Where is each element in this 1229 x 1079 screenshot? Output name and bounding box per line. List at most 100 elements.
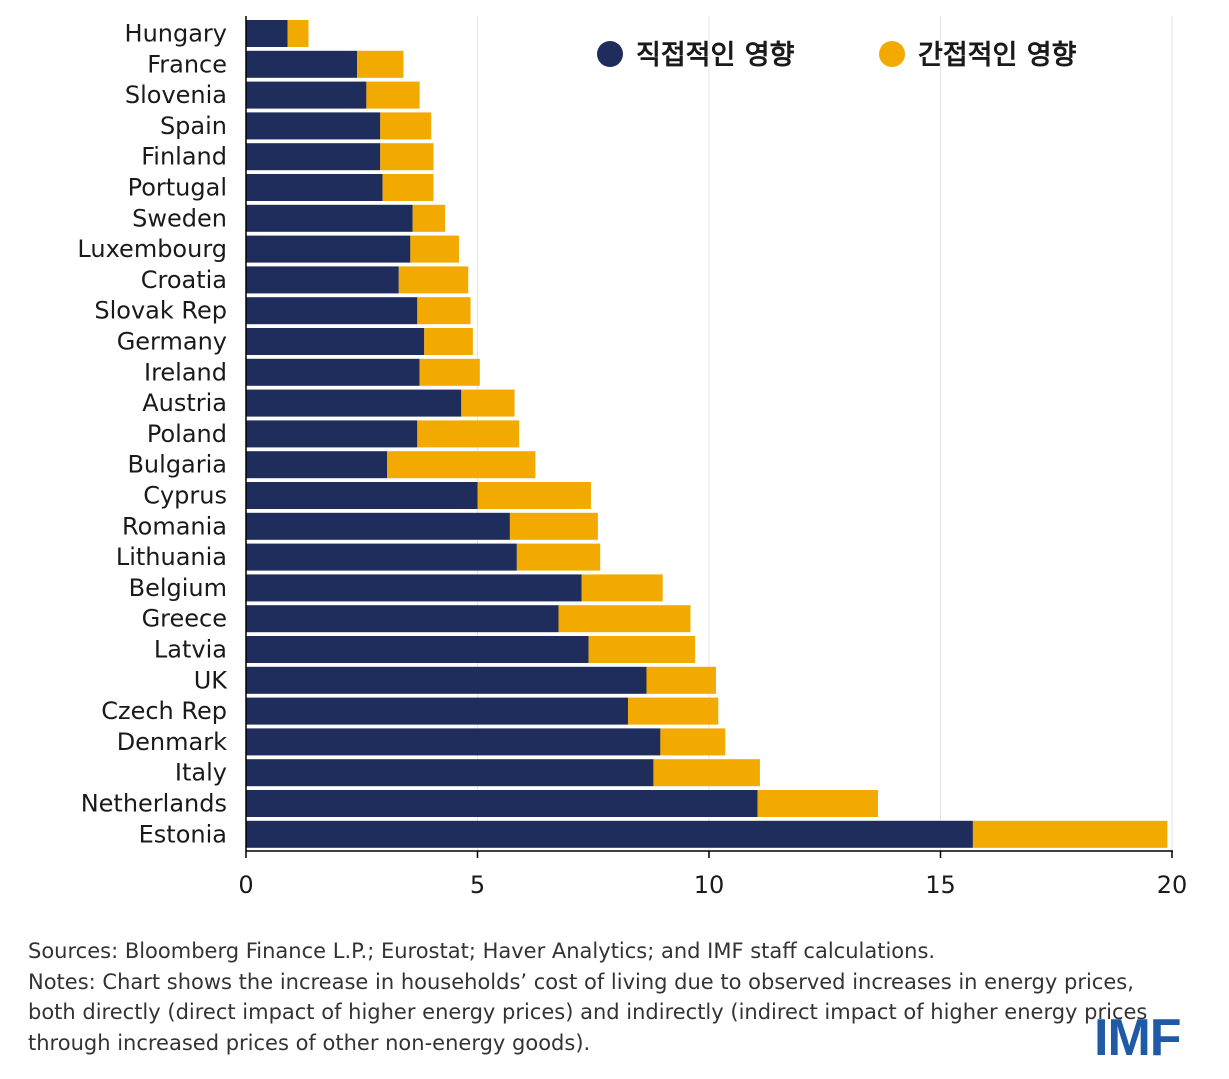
- x-tick-label: 0: [238, 871, 253, 899]
- category-label: Slovenia: [125, 81, 227, 109]
- bar-indirect-austria: [461, 389, 515, 417]
- category-label: Germany: [117, 328, 227, 356]
- bar-indirect-ireland: [419, 358, 480, 386]
- bar-direct-latvia: [246, 636, 589, 663]
- x-tick-labels: 0 5 10 15 20: [238, 871, 1187, 899]
- category-label: Cyprus: [143, 482, 227, 510]
- gridlines: [477, 16, 1173, 851]
- bar-indirect-cyprus: [477, 482, 591, 509]
- bar-indirect-italy: [653, 759, 760, 787]
- imf-logo: IMF: [1094, 1009, 1182, 1067]
- category-label: Latvia: [154, 636, 227, 664]
- bar-indirect-bulgaria: [387, 451, 536, 479]
- legend-label-direct: 직접적인 영향: [636, 40, 795, 71]
- category-label: Finland: [141, 143, 227, 171]
- bar-direct-spain: [246, 112, 381, 140]
- bar-indirect-lithuania: [516, 543, 601, 571]
- bar-indirect-denmark: [660, 728, 726, 756]
- category-label: Italy: [175, 759, 227, 787]
- bar-direct-poland: [246, 420, 418, 448]
- category-label: Czech Rep: [101, 697, 227, 725]
- bar-direct-italy: [246, 759, 654, 787]
- category-label: Slovak Rep: [94, 297, 227, 325]
- bar-indirect-greece: [558, 605, 691, 633]
- legend-marker-direct: [597, 41, 623, 67]
- category-label: Sweden: [132, 204, 227, 232]
- category-label: Belgium: [129, 574, 227, 602]
- category-label: Hungary: [125, 20, 227, 48]
- bars: [246, 20, 1168, 848]
- bar-direct-estonia: [246, 820, 973, 848]
- category-label: Ireland: [144, 358, 227, 386]
- bar-indirect-sweden: [412, 204, 446, 232]
- category-label: Estonia: [139, 820, 227, 848]
- category-label: Netherlands: [81, 790, 227, 818]
- bar-direct-denmark: [246, 728, 661, 756]
- bar-indirect-slovak-rep: [417, 297, 471, 325]
- bar-indirect-finland: [380, 143, 434, 171]
- legend-label-indirect: 간접적인 영향: [918, 40, 1077, 71]
- bar-direct-slovak-rep: [246, 297, 418, 325]
- sources-note: Sources: Bloomberg Finance L.P.; Eurosta…: [28, 939, 936, 963]
- bar-indirect-spain: [380, 112, 432, 140]
- category-label: Denmark: [117, 728, 227, 756]
- bar-indirect-luxembourg: [410, 235, 459, 263]
- category-label: UK: [194, 666, 229, 694]
- legend: 직접적인 영향 간접적인 영향: [597, 40, 1077, 71]
- bar-direct-slovenia: [246, 81, 367, 109]
- bar-direct-lithuania: [246, 543, 517, 571]
- category-label: Austria: [142, 389, 227, 417]
- category-label: Croatia: [141, 266, 227, 294]
- bar-indirect-estonia: [972, 820, 1168, 848]
- bar-indirect-poland: [417, 420, 520, 448]
- bar-indirect-romania: [509, 512, 598, 540]
- bar-direct-hungary: [246, 20, 288, 47]
- category-label: Lithuania: [116, 543, 227, 571]
- bar-direct-sweden: [246, 204, 413, 232]
- bar-direct-portugal: [246, 174, 383, 201]
- bar-indirect-slovenia: [366, 81, 420, 109]
- bar-indirect-germany: [424, 328, 473, 355]
- bar-direct-bulgaria: [246, 451, 388, 479]
- footnote: Sources: Bloomberg Finance L.P.; Eurosta…: [28, 936, 1188, 1058]
- category-label: Portugal: [128, 174, 227, 202]
- bar-direct-belgium: [246, 574, 582, 602]
- bar-indirect-latvia: [588, 636, 696, 663]
- bar-indirect-czech-rep: [627, 697, 719, 725]
- bar-direct-uk: [246, 666, 647, 694]
- bar-direct-finland: [246, 143, 381, 171]
- bar-direct-netherlands: [246, 790, 758, 817]
- notes-text: Notes: Chart shows the increase in house…: [28, 969, 1148, 1055]
- bar-direct-czech-rep: [246, 697, 628, 725]
- bar-indirect-croatia: [398, 266, 469, 294]
- legend-marker-indirect: [879, 41, 905, 67]
- bar-direct-france: [246, 50, 358, 78]
- bar-indirect-france: [357, 50, 404, 78]
- bar-indirect-hungary: [287, 20, 309, 47]
- category-label: France: [147, 50, 227, 78]
- x-tick-label: 15: [925, 871, 956, 899]
- category-label: Romania: [122, 512, 227, 540]
- bar-direct-austria: [246, 389, 462, 417]
- bar-direct-croatia: [246, 266, 399, 294]
- category-label: Poland: [147, 420, 227, 448]
- axes: [245, 16, 1173, 858]
- x-tick-label: 10: [694, 871, 725, 899]
- category-label: Greece: [142, 605, 227, 633]
- category-label: Luxembourg: [77, 235, 227, 263]
- bar-direct-luxembourg: [246, 235, 411, 263]
- category-label: Bulgaria: [127, 451, 227, 479]
- bar-direct-greece: [246, 605, 559, 633]
- bar-direct-germany: [246, 328, 425, 355]
- bar-direct-cyprus: [246, 482, 478, 509]
- bar-direct-romania: [246, 512, 510, 540]
- bar-indirect-uk: [646, 666, 716, 694]
- bar-indirect-portugal: [382, 174, 434, 201]
- category-label: Spain: [160, 112, 227, 140]
- bar-indirect-belgium: [581, 574, 663, 602]
- x-tick-label: 5: [470, 871, 485, 899]
- bar-indirect-netherlands: [757, 790, 878, 817]
- x-tick-label: 20: [1157, 871, 1188, 899]
